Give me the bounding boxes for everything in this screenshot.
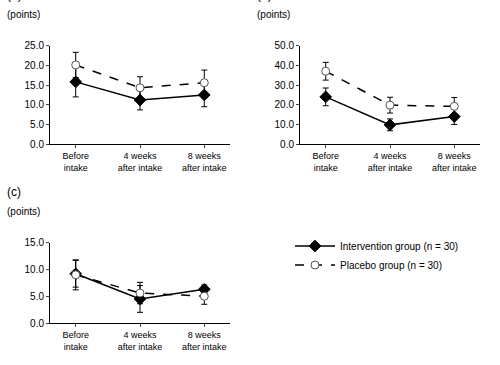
svg-text:4 weeksafter intake: 4 weeksafter intake <box>118 151 163 173</box>
svg-text:(points): (points) <box>257 9 290 20</box>
svg-text:5.0: 5.0 <box>30 291 44 302</box>
svg-text:50.0: 50.0 <box>275 40 295 51</box>
svg-text:Beforeintake: Beforeintake <box>62 330 89 352</box>
svg-text:Placebo group (n = 30): Placebo group (n = 30) <box>340 260 442 271</box>
svg-text:30.0: 30.0 <box>275 80 295 91</box>
svg-text:Intervention group (n = 30): Intervention group (n = 30) <box>340 241 458 252</box>
svg-text:(a): (a) <box>7 0 22 2</box>
svg-text:(points): (points) <box>7 206 40 217</box>
svg-text:(b): (b) <box>257 0 272 2</box>
svg-text:25.0: 25.0 <box>25 40 45 51</box>
svg-text:10.0: 10.0 <box>25 99 45 110</box>
svg-text:10.0: 10.0 <box>25 264 45 275</box>
svg-text:15.0: 15.0 <box>25 237 45 248</box>
svg-text:0.0: 0.0 <box>30 139 44 150</box>
svg-text:5.0: 5.0 <box>30 119 44 130</box>
svg-text:8 weeksafter intake: 8 weeksafter intake <box>432 151 477 173</box>
svg-text:40.0: 40.0 <box>275 60 295 71</box>
svg-text:Beforeintake: Beforeintake <box>62 151 89 173</box>
svg-text:4 weeksafter intake: 4 weeksafter intake <box>368 151 413 173</box>
svg-text:(points): (points) <box>7 9 40 20</box>
svg-text:0.0: 0.0 <box>280 139 294 150</box>
svg-text:0.0: 0.0 <box>30 318 44 329</box>
svg-text:15.0: 15.0 <box>25 80 45 91</box>
svg-text:8 weeksafter intake: 8 weeksafter intake <box>182 330 227 352</box>
svg-text:10.0: 10.0 <box>275 119 295 130</box>
svg-text:Beforeintake: Beforeintake <box>312 151 339 173</box>
svg-text:4 weeksafter intake: 4 weeksafter intake <box>118 330 163 352</box>
svg-text:20.0: 20.0 <box>25 60 45 71</box>
svg-text:(c): (c) <box>7 185 21 199</box>
svg-text:20.0: 20.0 <box>275 99 295 110</box>
svg-text:8 weeksafter intake: 8 weeksafter intake <box>182 151 227 173</box>
